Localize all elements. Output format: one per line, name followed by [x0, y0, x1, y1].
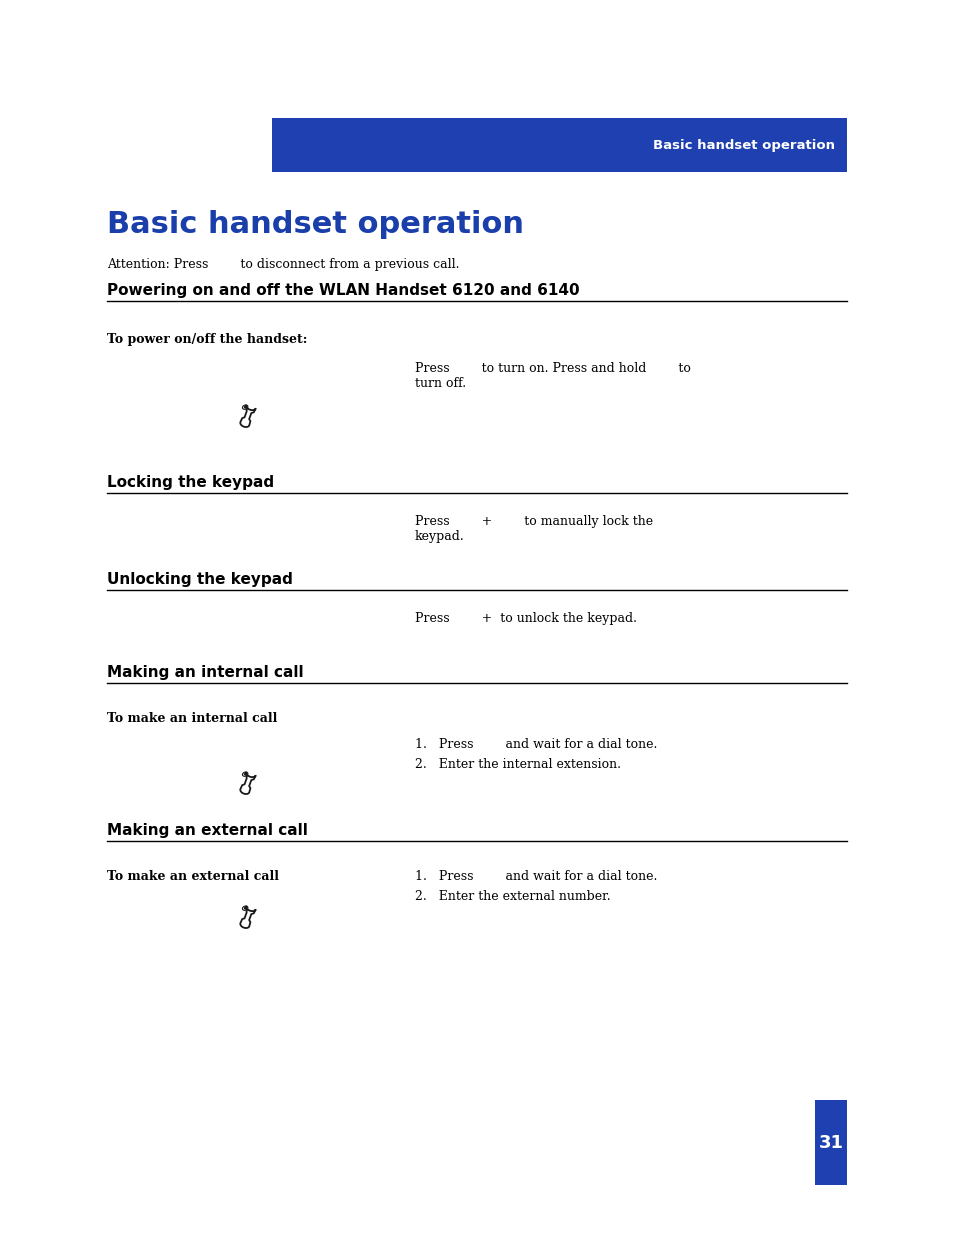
Text: Press        to turn on. Press and hold        to
turn off.: Press to turn on. Press and hold to turn… [415, 362, 690, 390]
Text: Basic handset operation: Basic handset operation [107, 210, 523, 240]
Bar [272, 119, 846, 172]
Text: 2.   Enter the external number.: 2. Enter the external number. [415, 890, 610, 903]
Circle shape [244, 906, 246, 909]
Text: Powering on and off the WLAN Handset 6120 and 6140: Powering on and off the WLAN Handset 612… [107, 283, 579, 298]
Text: Attention: Press        to disconnect from a previous call.: Attention: Press to disconnect from a pr… [107, 258, 459, 270]
Circle shape [244, 773, 246, 776]
Text: To power on/off the handset:: To power on/off the handset: [107, 333, 307, 346]
Text: Making an internal call: Making an internal call [107, 664, 303, 680]
Text: Basic handset operation: Basic handset operation [652, 138, 834, 152]
Text: To make an internal call: To make an internal call [107, 713, 277, 725]
Text: Unlocking the keypad: Unlocking the keypad [107, 572, 293, 587]
Text: 1.   Press        and wait for a dial tone.: 1. Press and wait for a dial tone. [415, 739, 657, 751]
Text: 2.   Enter the internal extension.: 2. Enter the internal extension. [415, 758, 620, 771]
Text: Locking the keypad: Locking the keypad [107, 475, 274, 490]
Text: Press        +        to manually lock the
keypad.: Press + to manually lock the keypad. [415, 515, 653, 543]
Text: 1.   Press        and wait for a dial tone.: 1. Press and wait for a dial tone. [415, 869, 657, 883]
Bar [814, 1100, 846, 1186]
Circle shape [244, 406, 246, 409]
Text: 31: 31 [818, 1134, 842, 1151]
Text: To make an external call: To make an external call [107, 869, 278, 883]
Text: Press        +  to unlock the keypad.: Press + to unlock the keypad. [415, 613, 637, 625]
Text: Making an external call: Making an external call [107, 823, 308, 839]
